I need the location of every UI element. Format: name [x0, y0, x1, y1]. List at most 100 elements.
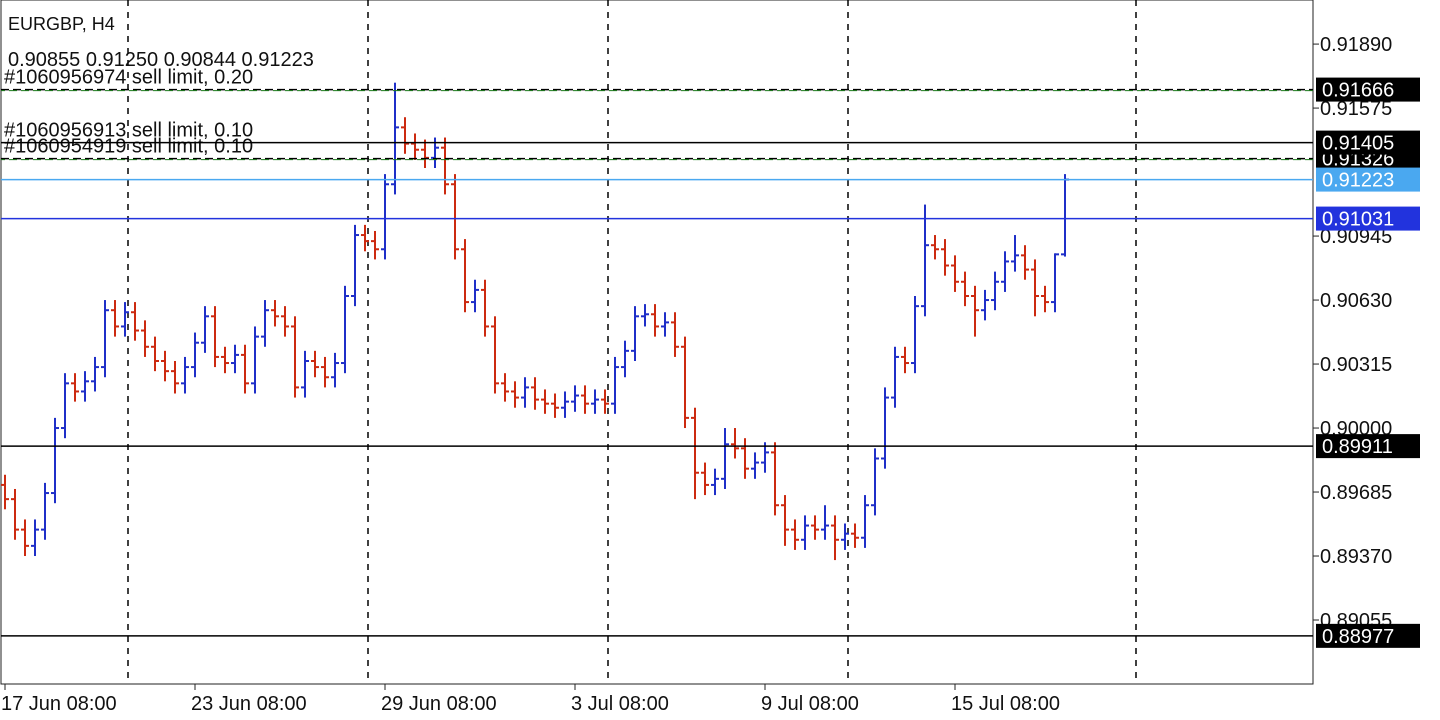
ohlc-bar: [1061, 174, 1069, 257]
order-label: #1060956913 sell limit, 0.10: [4, 120, 253, 142]
ohlc-bar: [471, 279, 479, 313]
ohlc-bar: [781, 495, 789, 546]
ohlc-bar: [621, 340, 629, 378]
ohlc-bar: [981, 289, 989, 321]
ohlc-bar: [771, 442, 779, 516]
ohlc-bar: [561, 391, 569, 418]
ohlc-bar: [881, 387, 889, 469]
ohlc-bar: [581, 385, 589, 414]
ohlc-bar: [11, 488, 19, 540]
ohlc-bar: [411, 133, 419, 160]
ohlc-bar: [281, 306, 289, 337]
ohlc-bar: [341, 285, 349, 374]
ohlc-bar: [1051, 253, 1059, 313]
ohlc-bar: [271, 300, 279, 327]
ohlc-bar: [961, 271, 969, 307]
ohlc-bar: [871, 448, 879, 516]
ohlc-bar: [221, 346, 229, 374]
ohlc-bar: [401, 117, 409, 154]
ohlc-bar: [41, 482, 49, 540]
ohlc-bar: [661, 312, 669, 337]
ohlc-bar: [231, 344, 239, 374]
ohlc-bar: [821, 505, 829, 540]
ohlc-bar: [361, 224, 369, 252]
ohlc-bar: [371, 230, 379, 260]
ohlc-bar: [901, 346, 909, 374]
ohlc-bar: [301, 350, 309, 398]
ohlc-bar: [831, 515, 839, 561]
ohlc-bar: [331, 352, 339, 388]
ohlc-bar: [451, 174, 459, 260]
y-tick-label: 0.89685: [1320, 482, 1392, 504]
ohlc-bar: [71, 373, 79, 402]
ohlc-bar: [51, 417, 59, 504]
price-label: 0.91223: [1322, 170, 1394, 192]
y-tick-label: 0.89370: [1320, 546, 1392, 568]
ohlc-bar: [671, 312, 679, 357]
ohlc-bar: [1021, 245, 1029, 280]
ohlc-bar: [141, 320, 149, 357]
ohlc-bar: [971, 285, 979, 337]
ohlc-bar: [631, 306, 639, 361]
ohlc-bar: [751, 452, 759, 479]
price-label: 0.91666: [1322, 80, 1394, 102]
price-label-box: [1316, 434, 1420, 459]
ohlc-bar: [551, 393, 559, 418]
ohlc-bar: [641, 304, 649, 327]
ohlc-bar: [321, 356, 329, 388]
price-label: 0.88977: [1322, 626, 1394, 648]
price-label-box: [1316, 623, 1420, 648]
ohlc-bar: [251, 326, 259, 394]
ohlc-bar: [591, 389, 599, 414]
ohlc-bar: [681, 336, 689, 429]
ohlc-bar: [91, 356, 99, 392]
x-tick-label: 23 Jun 08:00: [191, 693, 307, 715]
ohlc-bar: [1001, 251, 1009, 292]
y-tick-label: 0.91890: [1320, 34, 1392, 56]
price-label-box: [1316, 206, 1420, 231]
ohlc-bar: [511, 381, 519, 408]
ohlc-bar: [131, 302, 139, 341]
ohlc-bar: [161, 350, 169, 382]
x-tick-label: 15 Jul 08:00: [951, 693, 1060, 715]
ohlc-bar: [311, 350, 319, 378]
ohlc-bar: [761, 442, 769, 473]
ohlc-bar: [121, 302, 129, 337]
y-tick-label: 0.90630: [1320, 290, 1392, 312]
period-separators: [127, 0, 1137, 684]
ohlc-bar: [861, 495, 869, 548]
ohlc-bar: [421, 139, 429, 169]
ohlc-bar: [941, 239, 949, 276]
ohlc-bar: [111, 300, 119, 337]
ohlc-bar: [651, 304, 659, 337]
ohlc-bar: [441, 137, 449, 195]
ohlc-bar: [791, 519, 799, 550]
ohlc-bar: [241, 344, 249, 394]
ohlc-bar: [921, 204, 929, 317]
price-label-box: [1316, 77, 1420, 102]
y-tick-label: 0.91575: [1320, 98, 1392, 120]
ohlc-bar: [291, 316, 299, 398]
ohlc-bar: [701, 462, 709, 496]
plot-frame: [0, 0, 1314, 685]
ohlc-bar: [691, 407, 699, 500]
ohlc-bar: [911, 295, 919, 374]
ohlc-bar: [721, 428, 729, 489]
ohlc-bar: [841, 523, 849, 550]
ohlc-bar: [101, 300, 109, 378]
ohlc-bar: [931, 235, 939, 260]
ohlc-bar: [991, 271, 999, 311]
ohlc-bar: [201, 306, 209, 353]
y-tick-label: 0.90315: [1320, 354, 1392, 376]
ohlc-bar: [951, 255, 959, 292]
ohlc-bar: [731, 428, 739, 459]
x-tick-label: 17 Jun 08:00: [1, 693, 117, 715]
ohlc-bar: [1031, 259, 1039, 317]
order-label: #1060956974 sell limit, 0.20: [4, 67, 253, 89]
y-tick-label: 0.90945: [1320, 226, 1392, 248]
ohlc-bar: [811, 515, 819, 540]
ohlc-bar: [211, 306, 219, 368]
ohlc-bar: [461, 239, 469, 313]
price-label: 0.89911: [1322, 436, 1393, 458]
